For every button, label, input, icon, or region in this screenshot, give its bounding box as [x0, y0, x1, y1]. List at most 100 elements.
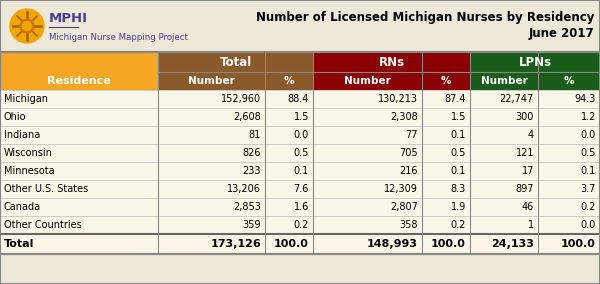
Text: 94.3: 94.3 [575, 94, 596, 104]
Bar [0, 216, 600, 234]
Text: 1.5: 1.5 [451, 112, 466, 122]
Text: 1.5: 1.5 [293, 112, 309, 122]
Text: 1.6: 1.6 [294, 202, 309, 212]
Text: 100.0: 100.0 [431, 239, 466, 249]
Text: 7.6: 7.6 [293, 184, 309, 194]
Text: 0.1: 0.1 [451, 130, 466, 140]
Text: 705: 705 [400, 148, 418, 158]
Text: Michigan Nurse Mapping Project: Michigan Nurse Mapping Project [49, 34, 188, 43]
Text: 0.0: 0.0 [581, 130, 596, 140]
Text: Other Countries: Other Countries [4, 220, 82, 230]
Text: 8.3: 8.3 [451, 184, 466, 194]
Text: 130,213: 130,213 [378, 94, 418, 104]
Text: 0.1: 0.1 [294, 166, 309, 176]
Text: 3.7: 3.7 [581, 184, 596, 194]
Text: 2,807: 2,807 [390, 202, 418, 212]
Bar [0, 144, 600, 162]
Text: 1.2: 1.2 [581, 112, 596, 122]
Text: 358: 358 [400, 220, 418, 230]
Text: 22,747: 22,747 [500, 94, 534, 104]
Text: MPHI: MPHI [49, 12, 88, 26]
Text: 87.4: 87.4 [445, 94, 466, 104]
Bar [158, 52, 313, 72]
Text: Canada: Canada [4, 202, 41, 212]
Text: Number: Number [188, 76, 235, 86]
Text: 121: 121 [515, 148, 534, 158]
Text: Indiana: Indiana [4, 130, 40, 140]
Text: 46: 46 [522, 202, 534, 212]
Bar [0, 180, 600, 198]
Text: 2,853: 2,853 [233, 202, 261, 212]
Text: 2,308: 2,308 [390, 112, 418, 122]
Text: 359: 359 [242, 220, 261, 230]
Text: 100.0: 100.0 [274, 239, 309, 249]
Bar [0, 234, 600, 254]
Bar [0, 108, 600, 126]
Bar [0, 198, 600, 216]
Text: 0.1: 0.1 [581, 166, 596, 176]
Text: 173,126: 173,126 [210, 239, 261, 249]
Circle shape [23, 22, 32, 30]
Text: 1: 1 [528, 220, 534, 230]
Text: 0.5: 0.5 [293, 148, 309, 158]
Text: Wisconsin: Wisconsin [4, 148, 53, 158]
Circle shape [20, 19, 34, 33]
Text: Other U.S. States: Other U.S. States [4, 184, 88, 194]
Text: Residence: Residence [47, 76, 111, 86]
Text: Number of Licensed Michigan Nurses by Residency: Number of Licensed Michigan Nurses by Re… [256, 11, 594, 24]
Bar [265, 72, 313, 90]
Bar [0, 52, 600, 254]
Text: 216: 216 [400, 166, 418, 176]
Text: RNs: RNs [379, 55, 404, 68]
Bar [0, 90, 600, 108]
Text: %: % [284, 76, 294, 86]
Bar [538, 72, 600, 90]
Bar [470, 72, 538, 90]
Text: 12,309: 12,309 [384, 184, 418, 194]
Text: LPNs: LPNs [518, 55, 551, 68]
Text: 13,206: 13,206 [227, 184, 261, 194]
Text: Total: Total [220, 55, 251, 68]
Text: 0.0: 0.0 [294, 130, 309, 140]
Text: 81: 81 [249, 130, 261, 140]
Text: Number: Number [344, 76, 391, 86]
Text: 1.9: 1.9 [451, 202, 466, 212]
Text: 0.2: 0.2 [293, 220, 309, 230]
Text: Number: Number [481, 76, 527, 86]
Text: Total: Total [4, 239, 34, 249]
Text: 148,993: 148,993 [367, 239, 418, 249]
Text: 24,133: 24,133 [491, 239, 534, 249]
Text: 152,960: 152,960 [221, 94, 261, 104]
Bar [0, 52, 600, 284]
Text: 0.2: 0.2 [451, 220, 466, 230]
Bar [313, 72, 422, 90]
Text: 0.0: 0.0 [581, 220, 596, 230]
Text: Minnesota: Minnesota [4, 166, 55, 176]
Text: 2,608: 2,608 [233, 112, 261, 122]
Text: 17: 17 [521, 166, 534, 176]
Text: 100.0: 100.0 [561, 239, 596, 249]
Text: 0.2: 0.2 [581, 202, 596, 212]
Circle shape [10, 9, 44, 43]
Text: Michigan: Michigan [4, 94, 48, 104]
Bar [422, 72, 470, 90]
Text: June 2017: June 2017 [529, 26, 594, 39]
Text: 0.5: 0.5 [451, 148, 466, 158]
Text: 0.5: 0.5 [581, 148, 596, 158]
Bar [0, 162, 600, 180]
Text: %: % [564, 76, 574, 86]
Text: 826: 826 [242, 148, 261, 158]
Bar [0, 0, 600, 52]
Text: 88.4: 88.4 [287, 94, 309, 104]
Bar [313, 52, 470, 72]
Text: 77: 77 [406, 130, 418, 140]
Text: 0.1: 0.1 [451, 166, 466, 176]
Text: %: % [441, 76, 451, 86]
Bar [158, 72, 265, 90]
Bar [470, 52, 600, 72]
Text: 233: 233 [242, 166, 261, 176]
Text: 4: 4 [528, 130, 534, 140]
Text: 300: 300 [515, 112, 534, 122]
Text: 897: 897 [515, 184, 534, 194]
Bar [0, 126, 600, 144]
